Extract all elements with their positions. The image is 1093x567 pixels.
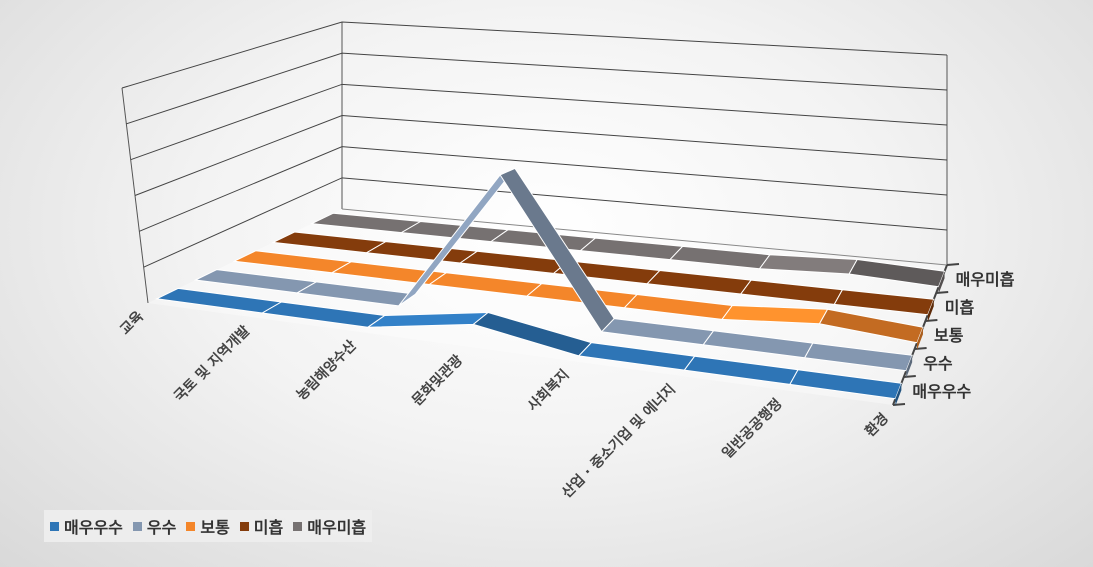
legend-item: 매우우수 bbox=[50, 514, 123, 538]
series-1-segment bbox=[789, 369, 903, 400]
category-label: 환경 bbox=[862, 410, 892, 440]
depth-label: 미흡 bbox=[945, 298, 975, 317]
legend-swatch bbox=[186, 521, 196, 531]
series-2-segment bbox=[803, 342, 913, 372]
legend-swatch bbox=[293, 521, 303, 531]
category-label: 문화및관광 bbox=[409, 351, 467, 409]
legend-item: 매우미흡 bbox=[293, 514, 366, 538]
series-2-end bbox=[906, 355, 913, 378]
depth-tick bbox=[946, 263, 960, 266]
legend-swatch bbox=[239, 521, 249, 531]
legend-swatch bbox=[132, 521, 142, 531]
gridline bbox=[134, 114, 948, 196]
back-baseline bbox=[341, 208, 948, 266]
category-label: 일반공공행정 bbox=[719, 395, 786, 462]
series-5-segment bbox=[848, 258, 946, 288]
series-4-end bbox=[927, 299, 934, 322]
gridline bbox=[139, 146, 948, 232]
depth-label: 보통 bbox=[934, 326, 964, 345]
gridline bbox=[121, 21, 948, 89]
depth-tick bbox=[892, 403, 906, 406]
category-label: 국토 및 지역개발 bbox=[171, 322, 254, 405]
legend-item: 우수 bbox=[132, 514, 177, 538]
category-label: 농림해양수산 bbox=[293, 337, 360, 404]
depth-label: 우수 bbox=[923, 354, 953, 373]
series-4-segment bbox=[833, 289, 935, 316]
depth-label: 매우우수 bbox=[912, 382, 971, 401]
gridline bbox=[143, 177, 948, 268]
legend-label: 매우우수 bbox=[64, 518, 123, 537]
gridline bbox=[126, 52, 948, 125]
category-label: 산업 · 중소기업 및 에너지 bbox=[558, 381, 679, 502]
legend-label: 미흡 bbox=[253, 518, 284, 537]
legend-label: 매우미흡 bbox=[307, 518, 367, 537]
legend-label: 보통 bbox=[200, 518, 230, 537]
legend-swatch bbox=[50, 521, 59, 531]
depth-tick bbox=[903, 375, 916, 378]
depth-tick bbox=[936, 291, 949, 294]
category-label: 사회복지 bbox=[525, 367, 573, 415]
depth-tick bbox=[925, 319, 938, 322]
depth-label: 매우미흡 bbox=[956, 270, 1015, 289]
gridline bbox=[130, 83, 948, 161]
series-1-end bbox=[895, 383, 902, 406]
category-label: 교육 bbox=[117, 308, 147, 338]
depth-tick bbox=[914, 347, 927, 350]
legend-item: 미흡 bbox=[239, 514, 284, 538]
legend-label: 우수 bbox=[146, 518, 177, 537]
series-3-end bbox=[917, 327, 923, 350]
legend-item: 보통 bbox=[186, 514, 230, 538]
series-5-end bbox=[938, 271, 945, 294]
legend: 매우우수 우수 보통 미흡 매우미흡 bbox=[44, 510, 373, 542]
series-3-segment bbox=[818, 308, 924, 344]
